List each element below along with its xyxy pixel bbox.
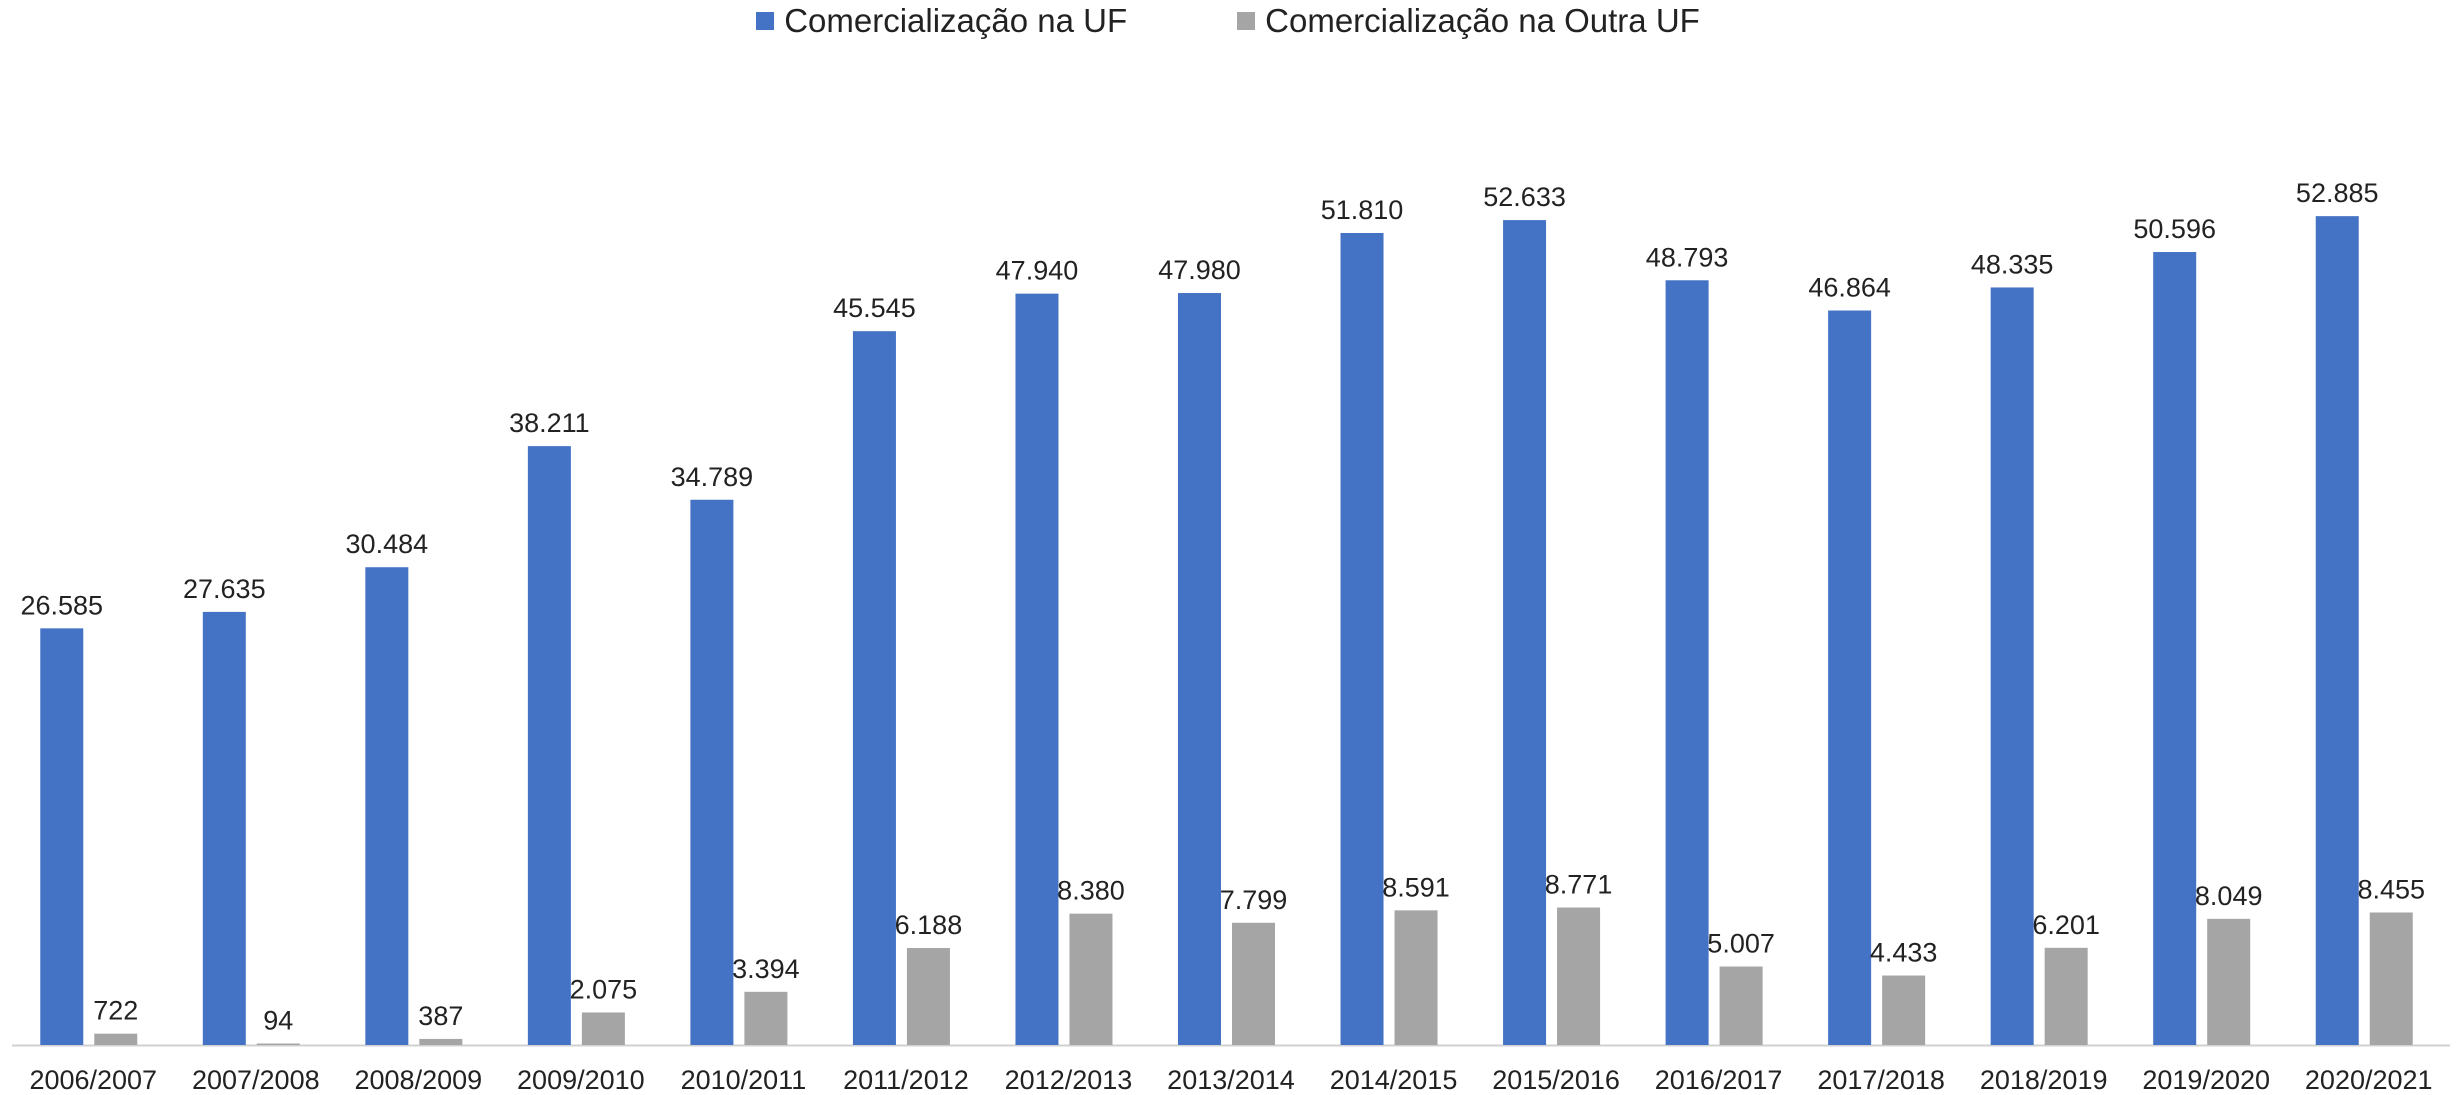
bar-outra-uf bbox=[2369, 912, 2413, 1045]
bar-outra-uf bbox=[1394, 910, 1438, 1045]
bar-outra-uf bbox=[256, 1043, 300, 1045]
bar-uf bbox=[365, 567, 409, 1045]
data-label: 94 bbox=[263, 1006, 293, 1036]
legend-label-outra-uf: Comercialização na Outra UF bbox=[1265, 2, 1700, 39]
bar-uf bbox=[1665, 280, 1709, 1045]
legend-label-uf: Comercialização na UF bbox=[784, 2, 1128, 39]
data-label: 52.633 bbox=[1483, 182, 1566, 212]
x-tick-label: 2011/2012 bbox=[843, 1065, 969, 1095]
bar-uf bbox=[852, 331, 896, 1045]
data-label: 8.771 bbox=[1545, 870, 1613, 900]
data-label: 34.789 bbox=[671, 462, 754, 492]
data-label: 27.635 bbox=[183, 574, 266, 604]
bar-uf bbox=[1015, 293, 1059, 1046]
data-label: 38.211 bbox=[509, 408, 590, 438]
data-label: 48.793 bbox=[1646, 242, 1729, 272]
x-tick-label: 2020/2021 bbox=[2305, 1065, 2433, 1095]
data-label: 4.433 bbox=[1870, 938, 1938, 968]
data-label: 2.075 bbox=[570, 974, 638, 1004]
data-label: 47.940 bbox=[996, 256, 1079, 286]
chart-legend: Comercialização na UF Comercialização na… bbox=[0, 2, 2456, 40]
data-label: 46.864 bbox=[1808, 273, 1891, 303]
data-label: 6.201 bbox=[2032, 910, 2100, 940]
bar-uf bbox=[527, 446, 571, 1046]
data-label: 5.007 bbox=[1707, 929, 1775, 959]
x-tick-label: 2016/2017 bbox=[1655, 1065, 1783, 1095]
legend-swatch-outra-uf bbox=[1237, 12, 1256, 30]
x-tick-label: 2018/2019 bbox=[1980, 1065, 2108, 1095]
bar-outra-uf bbox=[94, 1033, 138, 1045]
data-label: 48.335 bbox=[1971, 249, 2054, 279]
x-tick-label: 2012/2013 bbox=[1005, 1065, 1133, 1095]
legend-item-uf: Comercialização na UF bbox=[756, 2, 1127, 40]
x-tick-label: 2007/2008 bbox=[192, 1065, 320, 1095]
data-label: 8.380 bbox=[1057, 876, 1125, 906]
data-label: 8.455 bbox=[2357, 874, 2425, 904]
bar-outra-uf bbox=[744, 991, 788, 1045]
bar-outra-uf bbox=[1232, 922, 1275, 1045]
data-label: 50.596 bbox=[2133, 214, 2216, 244]
bar-outra-uf bbox=[2207, 918, 2251, 1045]
data-label: 3.394 bbox=[732, 954, 800, 984]
data-label: 7.799 bbox=[1220, 885, 1288, 915]
bar-outra-uf bbox=[581, 1012, 625, 1045]
data-label: 8.049 bbox=[2195, 881, 2263, 911]
x-tick-label: 2015/2016 bbox=[1492, 1065, 1620, 1095]
data-label: 8.591 bbox=[1382, 872, 1450, 902]
bar-uf bbox=[1178, 293, 1221, 1045]
bar-outra-uf bbox=[906, 948, 950, 1045]
bar-uf bbox=[1828, 310, 1872, 1045]
bar-outra-uf bbox=[2044, 947, 2088, 1045]
bar-uf bbox=[2153, 252, 2197, 1045]
x-tick-label: 2013/2014 bbox=[1167, 1065, 1295, 1095]
x-tick-label: 2009/2010 bbox=[517, 1065, 645, 1095]
bar-uf bbox=[1340, 232, 1384, 1046]
data-label: 387 bbox=[418, 1001, 463, 1031]
bar-outra-uf bbox=[1069, 913, 1113, 1045]
bar-outra-uf bbox=[1882, 975, 1926, 1045]
x-tick-label: 2017/2018 bbox=[1817, 1065, 1945, 1095]
data-label: 51.810 bbox=[1321, 195, 1404, 225]
data-label: 26.585 bbox=[20, 590, 103, 620]
x-tick-label: 2008/2009 bbox=[355, 1065, 483, 1095]
bar-uf bbox=[40, 628, 84, 1045]
bar-uf bbox=[202, 611, 246, 1045]
x-tick-label: 2006/2007 bbox=[29, 1065, 157, 1095]
bar-uf bbox=[1990, 287, 2034, 1045]
data-label: 30.484 bbox=[346, 529, 429, 559]
data-label: 722 bbox=[93, 996, 138, 1026]
legend-item-outra-uf: Comercialização na Outra UF bbox=[1237, 2, 1700, 40]
data-label: 45.545 bbox=[833, 293, 916, 323]
bar-uf bbox=[690, 499, 734, 1046]
x-tick-label: 2010/2011 bbox=[681, 1065, 807, 1095]
x-tick-label: 2014/2015 bbox=[1330, 1065, 1458, 1095]
data-label: 47.980 bbox=[1158, 255, 1241, 285]
bar-outra-uf bbox=[419, 1038, 463, 1045]
x-tick-label: 2019/2020 bbox=[2142, 1065, 2270, 1095]
bar-uf bbox=[2315, 216, 2359, 1045]
bar-outra-uf bbox=[1719, 966, 1763, 1045]
bar-uf bbox=[1503, 220, 1547, 1045]
legend-swatch-uf bbox=[756, 12, 775, 30]
bar-outra-uf bbox=[1557, 907, 1601, 1045]
data-label: 52.885 bbox=[2296, 178, 2379, 208]
data-label: 6.188 bbox=[895, 910, 963, 940]
